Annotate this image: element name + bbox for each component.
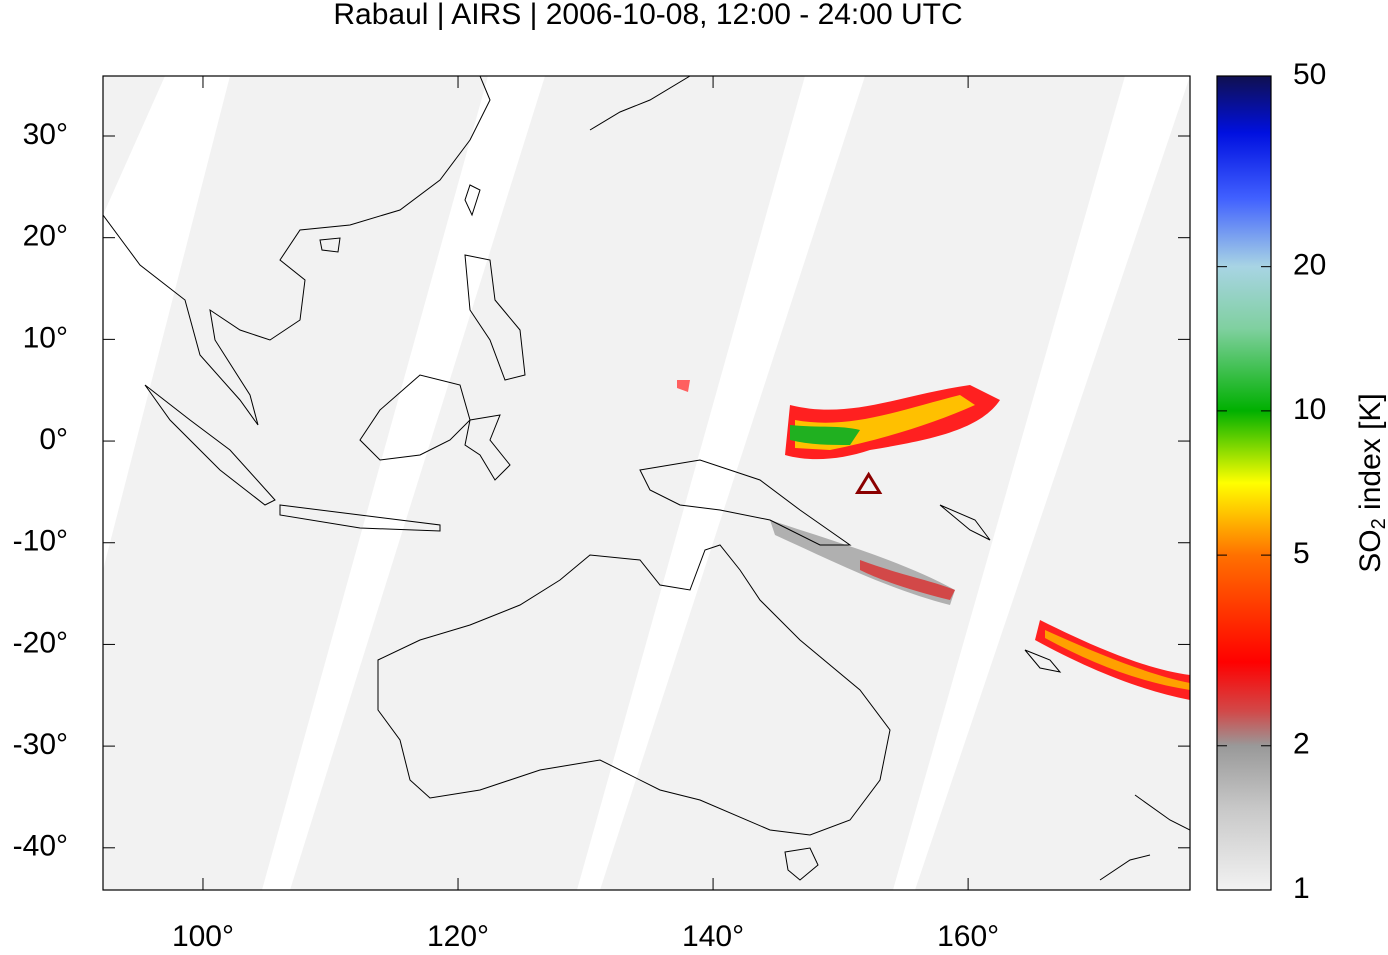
label-rest: index [K] <box>1354 393 1387 518</box>
colorbar-tick-label: 20 <box>1293 249 1326 282</box>
x-tick-label: 100° <box>172 920 234 950</box>
colorbar-tick-label: 50 <box>1293 58 1326 91</box>
y-tick-label: -20° <box>13 626 68 659</box>
volcano-marker <box>854 471 883 494</box>
so2-plumes <box>677 380 1190 700</box>
colorbar-tick-label: 2 <box>1293 728 1310 761</box>
x-tick-label: 140° <box>682 920 744 950</box>
y-tick-label: 0° <box>39 423 68 456</box>
label-sub: 2 <box>1368 518 1388 529</box>
y-tick-label: -40° <box>13 830 68 863</box>
y-tick-label: -10° <box>13 525 68 558</box>
colorbar-tick-label: 10 <box>1293 393 1326 426</box>
y-tick-label: 30° <box>23 118 68 151</box>
colorbar <box>1216 75 1272 891</box>
y-tick-label: 10° <box>23 321 68 354</box>
x-tick-label: 160° <box>937 920 999 950</box>
x-tick-label: 120° <box>427 920 489 950</box>
colorbar-label: SO2 index [K] <box>1354 393 1388 573</box>
coastlines <box>103 76 1190 881</box>
y-tick-label: -30° <box>13 728 68 761</box>
y-tick-label: 20° <box>23 220 68 253</box>
colorbar-tick-label: 1 <box>1293 872 1310 905</box>
label-main: SO <box>1354 529 1387 572</box>
title: Rabaul | AIRS | 2006-10-08, 12:00 - 24:0… <box>333 0 962 31</box>
plot-frame <box>102 75 1191 891</box>
colorbar-tick-label: 5 <box>1293 537 1310 570</box>
map-area <box>103 76 1190 890</box>
